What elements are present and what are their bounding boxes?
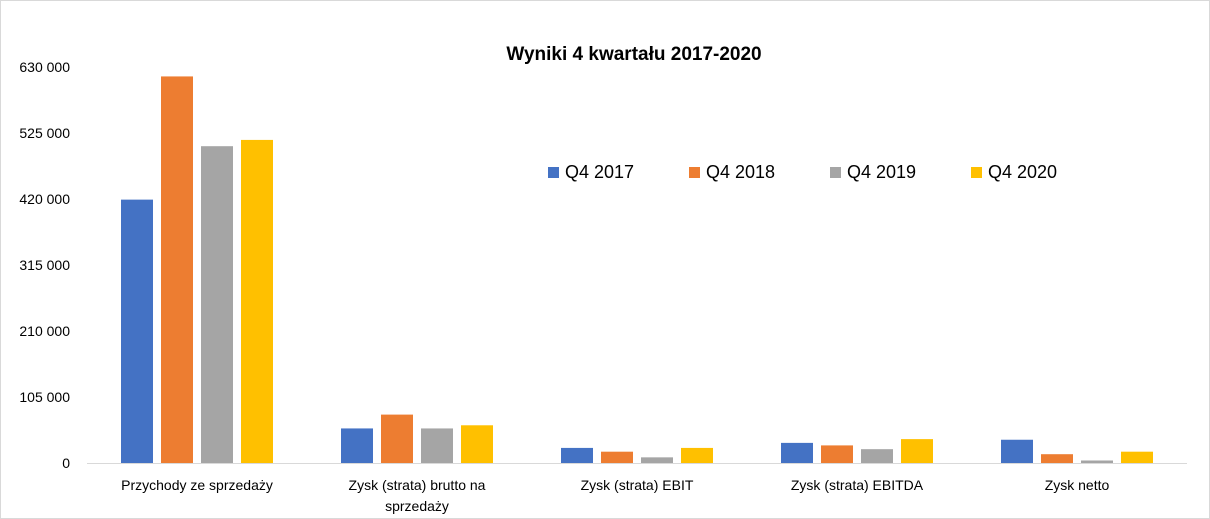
legend-swatch xyxy=(548,167,559,178)
bar xyxy=(901,439,933,463)
x-tick-label: Zysk netto xyxy=(1045,477,1110,493)
x-tick-label: Zysk (strata) brutto na sprzedaży xyxy=(349,477,486,514)
legend-label: Q4 2017 xyxy=(565,162,635,182)
bar xyxy=(241,139,273,463)
y-tick-label: 630 000 xyxy=(19,59,70,75)
bar xyxy=(561,447,593,463)
bar xyxy=(421,428,453,463)
legend-swatch xyxy=(830,167,841,178)
y-tick-label: 210 000 xyxy=(19,323,70,339)
x-tick-label-line: Zysk (strata) brutto na xyxy=(349,477,486,493)
bar xyxy=(821,445,853,463)
legend-label: Q4 2018 xyxy=(706,162,776,182)
y-tick-label: 525 000 xyxy=(19,125,70,141)
x-tick-label-line: Przychody ze sprzedaży xyxy=(121,477,273,493)
bar xyxy=(1121,451,1153,463)
x-tick-label: Przychody ze sprzedaży xyxy=(121,477,273,493)
bar xyxy=(1081,460,1113,463)
bar xyxy=(201,146,233,463)
chart-legend: Q4 2017 Q4 2018 Q4 2019 Q4 2020 xyxy=(548,162,1112,183)
bar xyxy=(861,449,893,463)
x-tick-label-line: Zysk netto xyxy=(1045,477,1110,493)
legend-item: Q4 2018 xyxy=(689,162,830,183)
x-tick-label: Zysk (strata) EBITDA xyxy=(791,477,924,493)
legend-item: Q4 2019 xyxy=(830,162,971,183)
bar xyxy=(601,451,633,463)
bar xyxy=(681,447,713,463)
bar xyxy=(381,414,413,463)
legend-swatch xyxy=(971,167,982,178)
x-tick-label-line: Zysk (strata) EBIT xyxy=(581,477,694,493)
bar xyxy=(1041,454,1073,463)
bar xyxy=(161,76,193,463)
y-tick-label: 315 000 xyxy=(19,257,70,273)
bar xyxy=(341,428,373,463)
chart-title: Wyniki 4 kwartału 2017-2020 xyxy=(506,44,762,65)
legend-item: Q4 2020 xyxy=(971,162,1112,183)
y-tick-label: 0 xyxy=(62,455,70,471)
bar xyxy=(641,457,673,463)
y-tick-label: 105 000 xyxy=(19,389,70,405)
bar xyxy=(781,442,813,463)
bar xyxy=(121,199,153,463)
legend-label: Q4 2019 xyxy=(847,162,917,182)
bar xyxy=(461,425,493,463)
x-tick-label: Zysk (strata) EBIT xyxy=(581,477,694,493)
x-tick-label-line: Zysk (strata) EBITDA xyxy=(791,477,924,493)
y-tick-label: 420 000 xyxy=(19,191,70,207)
legend-label: Q4 2020 xyxy=(988,162,1058,182)
legend-item: Q4 2017 xyxy=(548,162,689,183)
bar xyxy=(1001,439,1033,463)
legend-swatch xyxy=(689,167,700,178)
x-tick-label-line: sprzedaży xyxy=(385,498,449,514)
